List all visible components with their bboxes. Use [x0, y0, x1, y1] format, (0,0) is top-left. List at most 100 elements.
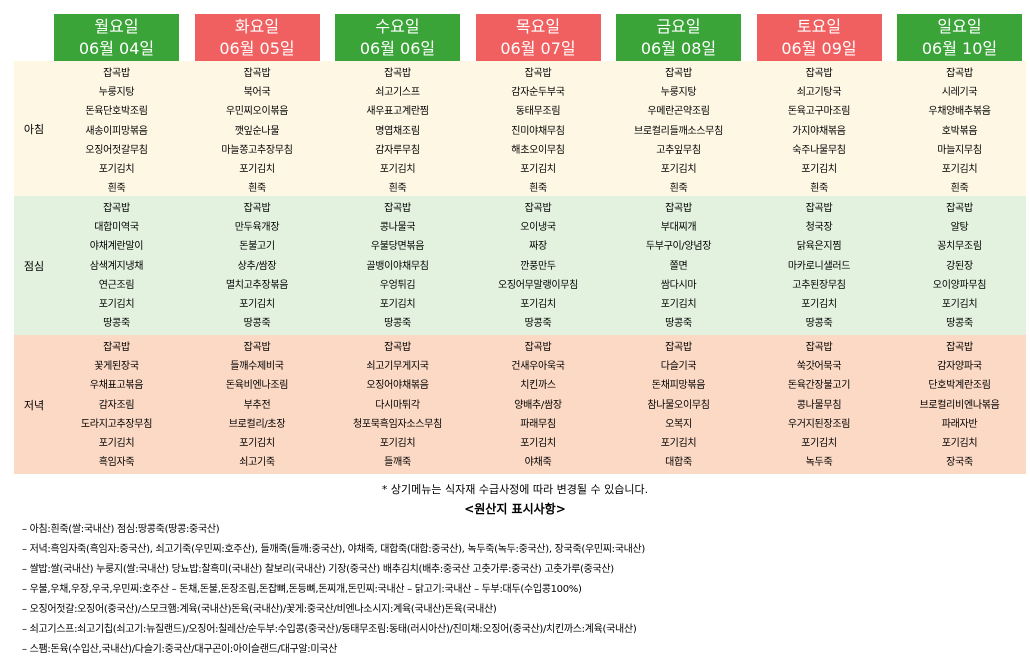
menu-item: 흑임자죽 [98, 457, 135, 469]
menu-item: 포기김치 [239, 298, 275, 310]
menu-item: 포기김치 [98, 163, 135, 175]
meal-label: 아침 [23, 122, 45, 136]
menu-item: 대합죽 [665, 457, 692, 469]
menu-cell: 잡곡밥 누룽지탕 돈육단호박조림 새송이피망볶음 오징어젓갈무침 포기김치 흰죽 [54, 61, 179, 196]
origin-line: – 저녁:흑임자죽(흑임자:중국산), 쇠고기죽(우민찌:호주산), 들깨죽(들… [22, 544, 646, 555]
menu-item: 도라지고추장무침 [80, 418, 153, 430]
menu-item: 포기김치 [941, 298, 978, 310]
day-name: 화요일 [234, 17, 280, 36]
menu-item: 장국죽 [946, 457, 973, 469]
menu-cell: 잡곡밥 시레기국 우채양배추볶음 호박볶음 마늘지무침 포기김치 흰죽 [897, 61, 1022, 196]
menu-item: 녹두죽 [805, 457, 833, 469]
menu-item: 참나물오이무침 [647, 399, 710, 411]
menu-item: 쇠고기탕국 [796, 87, 842, 99]
menu-item: 오징어무말랭이무침 [497, 279, 579, 291]
menu-item: 포기김치 [239, 437, 275, 449]
day-name: 토요일 [796, 17, 842, 36]
menu-item: 연근조림 [98, 279, 135, 291]
day-date: 06월 09일 [781, 39, 857, 58]
menu-item: 잡곡밥 [103, 203, 130, 214]
menu-item: 쫄면 [669, 260, 688, 272]
origin-line: – 쇠고기스프:쇠고기칩(쇠고기:뉴질랜드)/오징어:칠레산/순두부:수입콩(중… [22, 624, 637, 635]
origin-line: – 우불,우채,우장,우국,우민찌:호주산 – 돈채,돈불,돈장조림,돈잡뼈,돈… [22, 584, 582, 595]
menu-item: 흰죽 [950, 183, 969, 195]
menu-item: 흰죽 [107, 183, 126, 195]
menu-item: 돈육단호박조림 [85, 106, 148, 118]
menu-cell: 잡곡밥 쇠고기탕국 돈육고구마조림 가지야채볶음 숙주나물무침 포기김치 흰죽 [757, 61, 882, 196]
menu-item: 브로컬리들깨소스무침 [633, 125, 723, 137]
menu-item: 진미야채무침 [511, 125, 565, 137]
day-name: 목요일 [515, 17, 561, 36]
origin-line: – 오징어젓갈:오징어(중국산)/스모크햄:계육(국내산)돈육(국내산)/꽃게:… [22, 604, 497, 615]
menu-item: 동태무조림 [515, 106, 561, 118]
day-date: 06월 06일 [359, 39, 436, 58]
menu-item: 숙주나물무침 [792, 144, 846, 156]
menu-item: 잡곡밥 [103, 342, 130, 353]
menu-item: 오이양파무침 [932, 279, 987, 291]
menu-item: 땅콩죽 [524, 318, 552, 330]
menu-item: 파래무침 [520, 418, 556, 430]
menu-item: 잡곡밥 [524, 68, 552, 79]
menu-item: 땅콩죽 [384, 318, 411, 330]
menu-item: 콩나물국 [379, 222, 416, 234]
menu-item: 오징어야채볶음 [366, 380, 429, 392]
origin-line: – 스팸:돈육(수입산,국내산)/다슬기:중국산/대구곤이:아이슬랜드/대구알:… [22, 644, 338, 655]
day-header: 토요일 06월 09일 [756, 14, 882, 61]
menu-item: 치킨까스 [520, 380, 556, 392]
origin-title: <원산지 표시사항> [464, 502, 566, 516]
menu-item: 알탕 [950, 222, 969, 234]
menu-item: 땅콩죽 [805, 318, 833, 330]
menu-cell: 잡곡밥 감자양파국 단호박계란조림 브로컬리비엔나볶음 파래자반 포기김치 장국죽 [897, 335, 1022, 474]
menu-item: 쇠고기죽 [239, 457, 275, 469]
menu-item: 잡곡밥 [805, 203, 833, 214]
menu-item: 포기김치 [801, 437, 837, 449]
menu-item: 잡곡밥 [384, 68, 411, 79]
menu-item: 호박볶음 [941, 125, 978, 137]
meal-label: 저녁 [23, 398, 45, 412]
meal-row: 점심 잡곡밥 대합미역국 야채계란말이 삼색계지냉채 연근조림 포기김치 땅콩죽 잡곡밥 만두육개… [14, 196, 1026, 335]
menu-item: 감자양파국 [937, 361, 982, 373]
menu-item: 잡곡밥 [103, 68, 130, 79]
day-date: 06월 08일 [640, 39, 717, 58]
menu-item: 북어국 [243, 87, 271, 99]
menu-item: 포기김치 [660, 437, 697, 449]
day-header: 월요일 06월 04일 [54, 14, 179, 61]
menu-item: 돈육간장불고기 [787, 380, 851, 392]
menu-item: 포기김치 [520, 298, 556, 310]
menu-cell: 잡곡밥 감자순두부국 동태무조림 진미야채무침 해초오이무침 포기김치 흰죽 [476, 61, 601, 196]
menu-item: 우채표고볶음 [89, 380, 144, 392]
menu-item: 돈육비엔나조림 [225, 380, 289, 392]
day-date: 06월 05일 [219, 39, 295, 58]
menu-item: 잡곡밥 [946, 342, 973, 353]
menu-item: 쑥갓어묵국 [796, 361, 842, 373]
menu-item: 오이냉국 [520, 222, 556, 234]
menu-item: 새우표고계란찜 [366, 106, 429, 118]
menu-item: 다슬기국 [660, 361, 697, 373]
menu-item: 흰죽 [810, 183, 828, 195]
menu-item: 포기김치 [520, 437, 556, 449]
menu-item: 흰죽 [669, 183, 688, 195]
menu-item: 잡곡밥 [243, 203, 271, 214]
menu-cell: 잡곡밥 쇠고기무게지국 오징어야채볶음 다시마튀각 청포묵흑임자소스무침 포기김치 들깨죽 [335, 335, 460, 474]
day-name: 금요일 [656, 17, 701, 36]
meal-row: 저녁 잡곡밥 꽃게된장국 우채표고볶음 감자조림 도라지고추장무침 포기김치 흑임자죽 잡곡밥 들… [14, 335, 1026, 474]
menu-item: 새송이피망볶음 [85, 125, 148, 137]
menu-item: 포기김치 [98, 437, 135, 449]
menu-item: 우엉튀김 [379, 279, 416, 291]
menu-item: 해초오이무침 [511, 144, 565, 156]
menu-item: 부대찌개 [660, 222, 697, 234]
menu-item: 브로컬리/초장 [228, 418, 286, 430]
menu-item: 야채계란말이 [89, 241, 144, 253]
menu-item: 건새우아욱국 [511, 361, 565, 373]
menu-item: 잡곡밥 [524, 203, 552, 214]
menu-cell: 잡곡밥 알탕 꽁치무조림 강된장 오이양파무침 포기김치 땅콩죽 [897, 196, 1022, 335]
menu-item: 포기김치 [379, 437, 416, 449]
menu-item: 깻잎순나물 [234, 125, 280, 137]
menu-item: 짜장 [529, 241, 547, 253]
menu-item: 멸치고추장볶음 [225, 279, 289, 291]
menu-item: 단호박계란조림 [928, 380, 991, 392]
day-header-row: 월요일 06월 04일 화요일 06월 05일 수요일 06월 06일 목요일 06월 07일… [14, 14, 1026, 61]
menu-item: 잡곡밥 [665, 68, 692, 79]
menu-item: 오복지 [665, 418, 692, 430]
menu-item: 파래자반 [941, 418, 978, 430]
